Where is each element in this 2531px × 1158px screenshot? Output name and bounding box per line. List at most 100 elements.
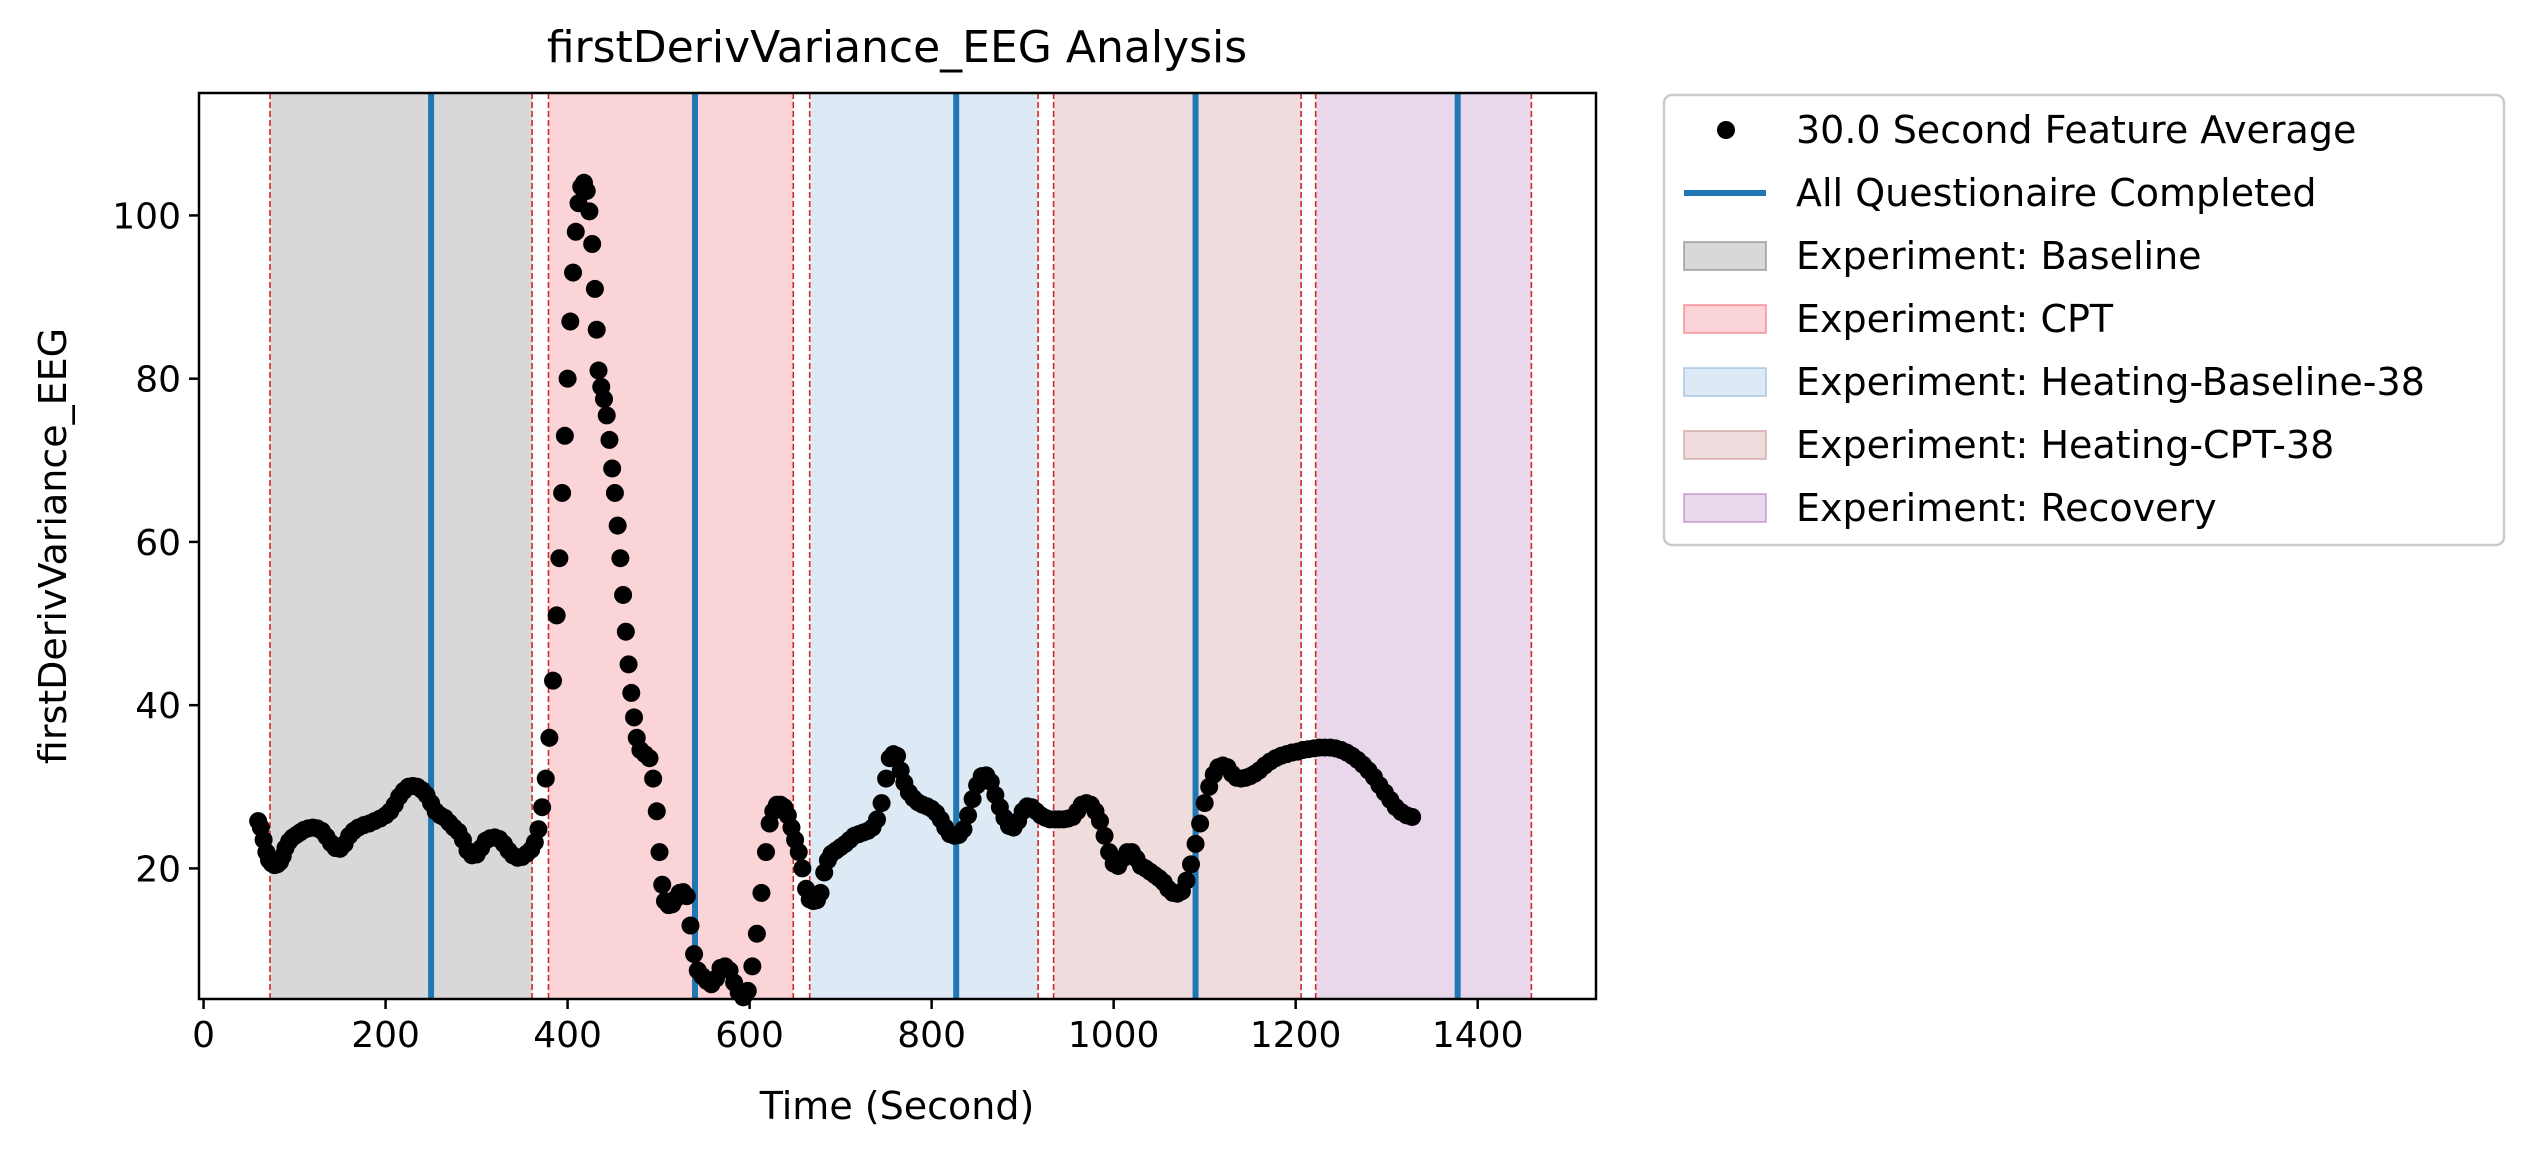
y-tick-label: 60 [135, 523, 181, 564]
x-tick-label: 0 [192, 1015, 215, 1056]
legend-patch [1683, 367, 1767, 397]
legend-label: Experiment: Heating-CPT-38 [1796, 423, 2334, 467]
y-axis-ticks: 20 40 60 80 100 [112, 196, 199, 890]
data-point [877, 769, 896, 788]
data-point [677, 887, 696, 906]
phase-band [809, 93, 1039, 999]
data-point [536, 769, 555, 788]
data-point [640, 749, 659, 768]
data-point [619, 655, 638, 674]
data-point [1186, 834, 1205, 853]
data-point [738, 981, 757, 1000]
data-point [614, 585, 633, 604]
data-point [681, 916, 700, 935]
data-point [644, 769, 663, 788]
data-point [653, 875, 672, 894]
data-point [616, 622, 635, 641]
data-points [249, 173, 1422, 1007]
data-point [1182, 855, 1201, 874]
data-point [603, 459, 622, 478]
y-tick-label: 20 [135, 849, 181, 890]
data-point [743, 957, 762, 976]
data-point [959, 806, 978, 825]
legend-marker [1717, 121, 1735, 139]
data-point [625, 708, 644, 727]
data-point [533, 798, 552, 817]
data-point [888, 746, 907, 765]
y-axis-label: firstDerivVariance_EEG [31, 328, 75, 764]
data-point [789, 843, 808, 862]
data-point [747, 924, 766, 943]
data-point [963, 790, 982, 809]
data-point [597, 406, 616, 425]
data-point [580, 202, 599, 221]
data-point [555, 426, 574, 445]
x-tick-label: 400 [533, 1015, 602, 1056]
data-point [1403, 807, 1422, 826]
y-tick-label: 100 [112, 196, 181, 237]
phase-band [1053, 93, 1302, 999]
data-point [622, 683, 641, 702]
x-tick-label: 1000 [1068, 1015, 1160, 1056]
data-point [594, 390, 613, 409]
data-point [868, 810, 887, 829]
data-point [811, 883, 830, 902]
data-point [1191, 814, 1210, 833]
data-point [647, 802, 666, 821]
data-point [1090, 812, 1109, 831]
data-point [793, 859, 812, 878]
x-tick-label: 800 [897, 1015, 966, 1056]
data-point [540, 728, 559, 747]
legend-frame [1662, 93, 2506, 547]
x-tick-label: 200 [351, 1015, 420, 1056]
data-point [558, 369, 577, 388]
data-point [577, 181, 596, 200]
legend-label: All Questionaire Completed [1796, 171, 2317, 215]
data-point [550, 549, 569, 568]
data-point [872, 794, 891, 813]
data-point [583, 235, 602, 253]
data-point [585, 279, 604, 298]
legend-patch [1683, 304, 1767, 334]
x-axis-label: Time (Second) [759, 1084, 1035, 1128]
data-point [547, 606, 566, 625]
data-point [529, 820, 548, 839]
data-point [553, 483, 572, 502]
data-point [685, 945, 704, 964]
legend-label: 30.0 Second Feature Average [1796, 108, 2356, 152]
legend-label: Experiment: CPT [1796, 297, 2114, 341]
data-point [954, 820, 973, 839]
data-point [1177, 871, 1196, 890]
phase-band [548, 93, 794, 999]
legend-patch [1683, 493, 1767, 523]
data-point [561, 312, 580, 331]
data-point [566, 222, 585, 241]
legend: 30.0 Second Feature Average All Questiona… [1662, 93, 2506, 547]
legend-label: Experiment: Baseline [1796, 234, 2202, 278]
x-tick-label: 1400 [1432, 1015, 1524, 1056]
data-point [756, 843, 775, 862]
data-point [1095, 826, 1114, 845]
phase-band [1315, 93, 1532, 999]
phase-bands [269, 93, 1533, 999]
data-point [589, 361, 608, 380]
data-point [587, 320, 606, 339]
data-point [564, 263, 583, 282]
data-point [544, 671, 563, 690]
data-point [752, 883, 771, 902]
chart-title: firstDerivVariance_EEG Analysis [547, 22, 1247, 73]
data-point [650, 843, 669, 862]
data-point [608, 516, 627, 535]
x-tick-label: 1200 [1250, 1015, 1342, 1056]
legend-label: Experiment: Heating-Baseline-38 [1796, 360, 2425, 404]
legend-label: Experiment: Recovery [1796, 486, 2217, 530]
phase-band [269, 93, 533, 999]
plot-frame [197, 91, 1598, 1001]
legend-patch [1683, 241, 1767, 271]
data-point [1195, 794, 1214, 813]
x-axis-ticks: 0 200 400 600 800 1000 1200 1400 [192, 999, 1523, 1056]
data-point [605, 483, 624, 502]
data-point [600, 430, 619, 449]
y-tick-label: 80 [135, 360, 181, 401]
